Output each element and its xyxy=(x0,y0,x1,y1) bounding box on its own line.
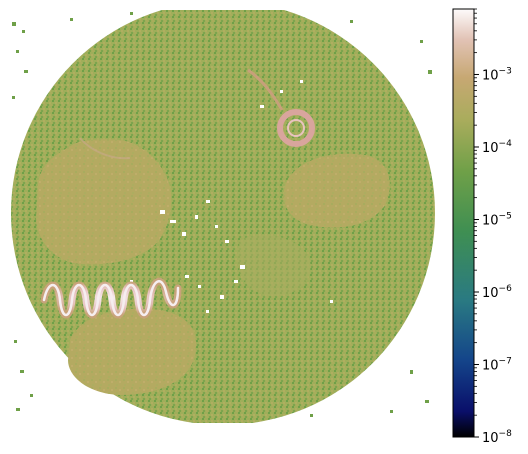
lower-left-object xyxy=(68,308,197,395)
colorbar-gradient xyxy=(452,8,475,438)
colorbar-tick-label: 10−8 xyxy=(482,429,512,442)
colorbar-tick-label: 10−4 xyxy=(482,139,512,156)
colorbar-ticks: 10−3 10−4 10−5 10−6 10−7 10−8 xyxy=(474,8,512,442)
upper-left-object xyxy=(36,139,172,265)
colorbar-tick-label: 10−7 xyxy=(482,356,512,373)
log-scaled-image xyxy=(11,10,435,423)
low-signal-gaps xyxy=(130,80,333,313)
colorbar-tick-label: 10−3 xyxy=(482,66,512,83)
colorbar: 10−3 10−4 10−5 10−6 10−7 10−8 xyxy=(452,8,512,442)
colorbar-tick-label: 10−6 xyxy=(482,284,512,301)
colorbar-tick-label: 10−5 xyxy=(482,211,512,228)
ring-object xyxy=(247,68,315,147)
right-object xyxy=(283,153,390,228)
edge-speckles xyxy=(12,12,432,417)
